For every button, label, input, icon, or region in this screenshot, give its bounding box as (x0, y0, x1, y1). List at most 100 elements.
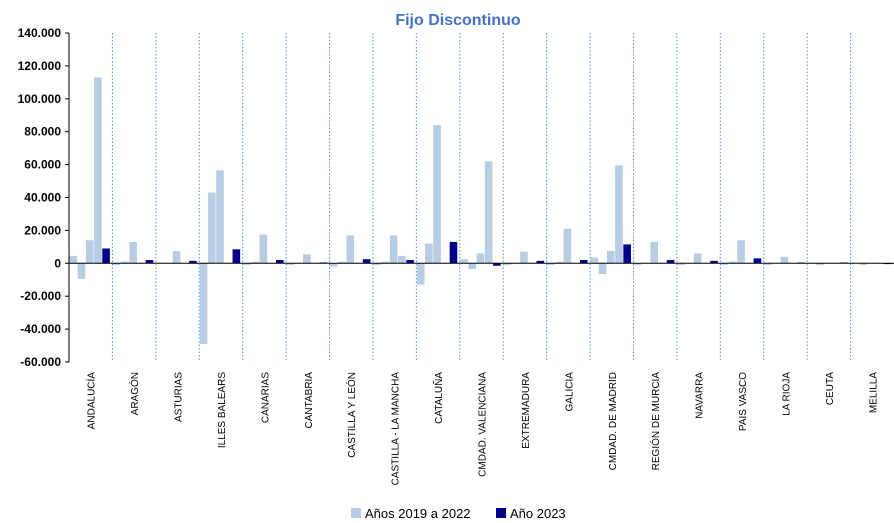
bar-anos-2019-2022 (259, 234, 268, 264)
bar-anos-2019-2022 (207, 192, 216, 264)
x-tick-label: MELILLA (868, 372, 879, 413)
bar-anos-2019-2022 (650, 241, 658, 264)
bar-anos-2019-2022 (729, 261, 737, 264)
y-tick-label: -40.000 (20, 322, 61, 336)
bar-anos-2019-2022 (77, 263, 86, 279)
bar-ano-2023 (362, 259, 371, 264)
bar-anos-2019-2022 (737, 240, 745, 264)
bar-ano-2023 (710, 260, 718, 264)
bar-anos-2019-2022 (720, 263, 729, 265)
legend: Años 2019 a 2022 Año 2023 (351, 506, 566, 521)
bar-ano-2023 (189, 260, 197, 264)
bar-ano-2023 (623, 244, 631, 264)
x-tick-label: ASTURIAS (174, 372, 185, 422)
x-tick-label: CATALUÑA (432, 372, 445, 424)
bar-anos-2019-2022 (693, 253, 702, 264)
x-tick-label: GALICIA (564, 372, 575, 412)
bar-anos-2019-2022 (389, 235, 398, 264)
bar-anos-2019-2022 (859, 263, 867, 265)
y-tick-label: -60.000 (20, 355, 61, 369)
bar-anos-2019-2022 (476, 253, 485, 264)
bar-anos-2019-2022 (677, 263, 685, 265)
bar-ano-2023 (102, 248, 110, 264)
bar-anos-2019-2022 (85, 240, 94, 264)
bar-ano-2023 (753, 258, 762, 264)
bar-anos-2019-2022 (373, 263, 382, 265)
bar-anos-2019-2022 (199, 263, 208, 344)
legend-swatch-series-1 (351, 508, 361, 518)
bar-anos-2019-2022 (172, 250, 181, 264)
x-tick-label: NAVARRA (695, 372, 706, 419)
y-tick-label: 100.000 (18, 92, 62, 106)
x-tick-label: CASTILLA - LA MANCHA (391, 372, 402, 486)
bar-anos-2019-2022 (346, 235, 355, 264)
bar-anos-2019-2022 (590, 257, 599, 264)
bar-anos-2019-2022 (433, 125, 441, 264)
x-tick-label: LA RIOJA (781, 372, 792, 416)
x-tick-label: CASTILLA Y LEÓN (345, 372, 358, 458)
bar-anos-2019-2022 (815, 263, 824, 265)
bar-anos-2019-2022 (243, 263, 251, 265)
y-tick-label: 60.000 (24, 158, 61, 172)
bar-anos-2019-2022 (303, 254, 311, 264)
y-tick-label: 120.000 (18, 59, 62, 73)
bar-ano-2023 (406, 260, 414, 264)
bar-anos-2019-2022 (398, 255, 406, 264)
y-tick-label: 20.000 (24, 223, 61, 237)
bar-anos-2019-2022 (606, 250, 615, 264)
bar-anos-2019-2022 (330, 263, 338, 267)
bar-anos-2019-2022 (615, 165, 623, 264)
bar-ano-2023 (145, 260, 154, 264)
bar-ano-2023 (275, 260, 284, 264)
bar-anos-2019-2022 (547, 263, 555, 265)
bar-anos-2019-2022 (129, 241, 137, 264)
bar-anos-2019-2022 (764, 263, 772, 265)
bar-anos-2019-2022 (94, 77, 102, 264)
x-tick-label: CANARIAS (260, 372, 271, 423)
y-tick-label: 40.000 (24, 191, 61, 205)
bar-ano-2023 (232, 249, 241, 264)
y-tick-label: 0 (54, 256, 61, 270)
bar-anos-2019-2022 (460, 259, 468, 264)
bar-anos-2019-2022 (112, 263, 121, 265)
x-tick-label: PAIS VASCO (738, 372, 749, 431)
legend-swatch-series-2 (496, 508, 506, 518)
bar-anos-2019-2022 (338, 261, 346, 264)
bar-ano-2023 (449, 241, 458, 264)
bar-ano-2023 (666, 260, 675, 264)
x-tick-label: CMDAD. VALENCIANA (478, 372, 489, 477)
x-tick-label: ILLES BALEARS (217, 372, 228, 448)
bar-anos-2019-2022 (520, 251, 528, 264)
bar-anos-2019-2022 (563, 228, 572, 264)
y-tick-label: 80.000 (24, 125, 61, 139)
x-tick-label: ARAGÓN (128, 372, 141, 415)
x-tick-label: CMDAD. DE MADRID (608, 372, 619, 470)
bar-anos-2019-2022 (251, 261, 259, 264)
bar-anos-2019-2022 (503, 263, 512, 265)
chart-title: Fijo Discontinuo (395, 12, 521, 29)
bar-anos-2019-2022 (425, 243, 433, 264)
bar-anos-2019-2022 (416, 263, 425, 285)
x-tick-label: REGIÓN DE MURCIA (649, 372, 662, 471)
bar-anos-2019-2022 (381, 261, 390, 264)
y-tick-label: -20.000 (20, 289, 61, 303)
bar-anos-2019-2022 (598, 263, 607, 274)
bar-anos-2019-2022 (780, 256, 789, 264)
bar-anos-2019-2022 (468, 263, 477, 270)
x-tick-label: ANDALUCÍA (85, 372, 98, 430)
bar-ano-2023 (536, 260, 545, 264)
bar-anos-2019-2022 (121, 261, 129, 264)
x-tick-label: CANTABRIA (304, 372, 315, 429)
bar-anos-2019-2022 (216, 170, 224, 264)
y-tick-label: 140.000 (18, 26, 62, 40)
bar-ano-2023 (579, 260, 588, 264)
plot-area: 140.000 120.000 100.000 80.000 60.000 40.000 2… (18, 26, 894, 485)
x-tick-label: CEUTA (825, 372, 836, 405)
bar-ano-2023 (493, 263, 501, 266)
bar-anos-2019-2022 (69, 255, 78, 264)
legend-label-series-2: Año 2023 (510, 506, 566, 521)
legend-label-series-1: Años 2019 a 2022 (365, 506, 471, 521)
x-tick-label: EXTREMADURA (521, 372, 532, 449)
bar-anos-2019-2022 (286, 263, 295, 265)
